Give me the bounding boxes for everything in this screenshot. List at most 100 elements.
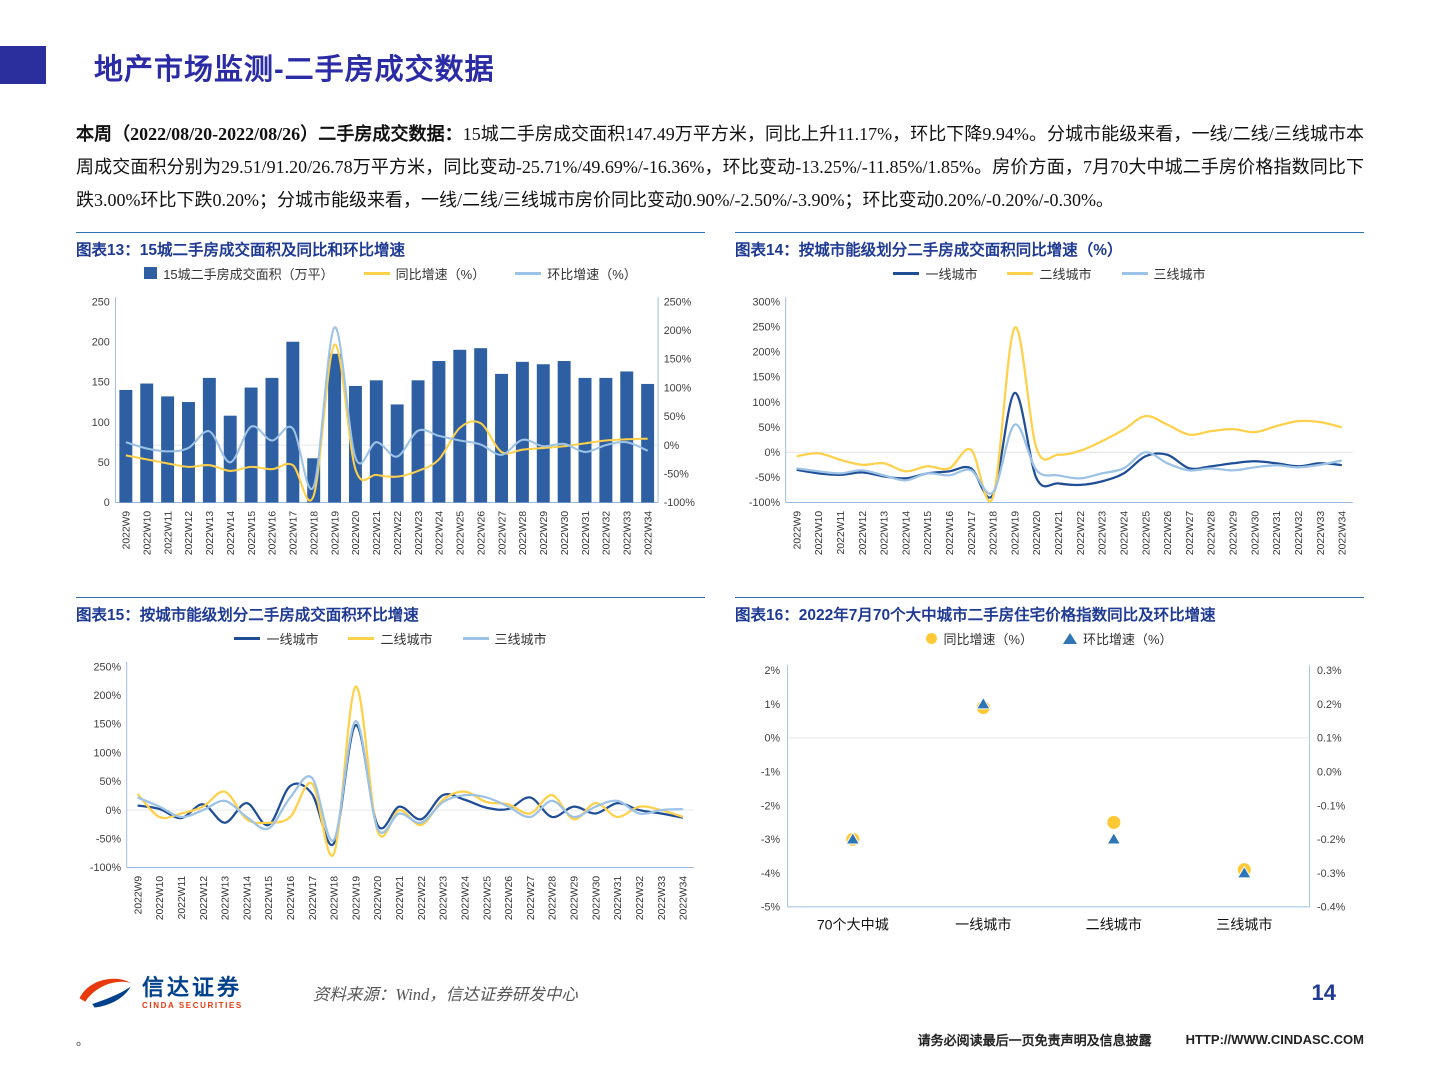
svg-text:2022W11: 2022W11 <box>836 511 847 555</box>
svg-text:2022W33: 2022W33 <box>1316 511 1327 555</box>
svg-text:50%: 50% <box>758 422 780 434</box>
legend-label: 一线城市 <box>925 266 978 282</box>
tier-line-2 <box>796 423 1343 496</box>
svg-text:二线城市: 二线城市 <box>1086 917 1142 933</box>
svg-text:150%: 150% <box>93 719 121 731</box>
svg-text:2022W15: 2022W15 <box>264 876 275 920</box>
svg-text:2022W28: 2022W28 <box>548 876 559 920</box>
legend-item: 二线城市 <box>348 629 433 648</box>
svg-text:50%: 50% <box>664 411 686 423</box>
legend-swatch <box>348 636 375 640</box>
svg-text:200%: 200% <box>664 325 692 337</box>
legend-label: 同比增速（%） <box>943 631 1033 647</box>
chart14-title: 图表14：按城市能级划分二手房成交面积同比增速（%） <box>735 242 1123 260</box>
svg-text:2022W28: 2022W28 <box>518 511 529 555</box>
growth-line-1 <box>125 326 649 491</box>
svg-text:-50%: -50% <box>755 472 781 484</box>
svg-text:2022W12: 2022W12 <box>858 511 869 555</box>
svg-text:-0.1%: -0.1% <box>1317 801 1346 813</box>
svg-text:2022W22: 2022W22 <box>1076 511 1087 555</box>
svg-text:2022W18: 2022W18 <box>330 876 341 920</box>
transaction-area-bars <box>119 341 655 503</box>
svg-text:0.0%: 0.0% <box>1317 767 1342 779</box>
chart16-title: 图表16：2022年7月70个大中城市二手房住宅价格指数同比及环比增速 <box>735 607 1216 625</box>
svg-text:2022W27: 2022W27 <box>526 876 537 920</box>
legend-swatch <box>462 636 489 640</box>
legend-label: 三线城市 <box>494 631 547 647</box>
legend-label: 环比增速（%） <box>547 266 637 282</box>
svg-text:-4%: -4% <box>761 868 781 880</box>
svg-text:200%: 200% <box>93 690 121 702</box>
svg-text:-50%: -50% <box>664 469 690 481</box>
legend-swatch <box>515 271 542 275</box>
growth-line-0 <box>125 343 648 502</box>
svg-text:-0.2%: -0.2% <box>1317 834 1346 846</box>
legend-swatch <box>926 632 938 644</box>
svg-text:200%: 200% <box>752 347 780 359</box>
legend-swatch <box>144 267 158 280</box>
chart15-canvas: -100% -50% 0% 50% 100% 150% 200% 250% 2022W9 2022… <box>90 662 694 920</box>
legend-label: 二线城市 <box>1039 266 1092 282</box>
svg-text:2022W14: 2022W14 <box>242 876 253 920</box>
company-url: HTTP://WWW.CINDASC.COM <box>1185 1032 1364 1047</box>
svg-text:三线城市: 三线城市 <box>1216 917 1272 933</box>
svg-text:2022W15: 2022W15 <box>923 511 934 555</box>
svg-text:2022W32: 2022W32 <box>602 511 613 555</box>
legend-item: 二线城市 <box>1007 264 1092 283</box>
legend-item: 一线城市 <box>893 264 977 283</box>
svg-text:2022W29: 2022W29 <box>539 511 550 555</box>
svg-text:2022W28: 2022W28 <box>1207 511 1218 555</box>
svg-text:2022W25: 2022W25 <box>1141 511 1152 555</box>
svg-text:-1%: -1% <box>761 767 781 779</box>
summary-text: 15城二手房成交面积147.49万平方米，同比上升11.17%，环比下降9.94… <box>76 124 1364 210</box>
mom-marker <box>845 832 861 845</box>
svg-text:2%: 2% <box>764 665 780 677</box>
report-body: 本周（2022/08/20-2022/08/26）二手房成交数据：15城二手房成… <box>76 124 1364 933</box>
tier-line-1 <box>796 326 1343 503</box>
source-note: 资料来源：Wind，信达证券研发中心 <box>312 985 578 1004</box>
svg-text:-2%: -2% <box>761 801 781 813</box>
legend-swatch <box>1121 271 1148 275</box>
svg-text:2022W31: 2022W31 <box>581 511 592 555</box>
svg-text:-100%: -100% <box>749 497 781 509</box>
svg-text:250%: 250% <box>664 297 692 309</box>
svg-text:100%: 100% <box>752 397 780 409</box>
svg-text:2022W29: 2022W29 <box>1229 511 1240 555</box>
chart16-canvas: -5% -4% -3% -2% -1% 0% 1% 2% -0.4% -0.3% -0.2% -0.1… <box>761 664 1346 933</box>
svg-text:2022W24: 2022W24 <box>1119 511 1130 555</box>
svg-text:0: 0 <box>104 497 110 509</box>
legend-item: 一线城市 <box>234 629 318 648</box>
legend-swatch <box>1007 271 1034 275</box>
svg-text:2022W20: 2022W20 <box>351 511 362 555</box>
page-number: 14 <box>1311 980 1336 1005</box>
svg-text:2022W17: 2022W17 <box>289 511 300 555</box>
svg-text:2022W25: 2022W25 <box>482 876 493 920</box>
svg-text:0%: 0% <box>105 805 121 817</box>
svg-text:2022W16: 2022W16 <box>945 511 956 555</box>
svg-text:2022W25: 2022W25 <box>456 511 467 555</box>
disclaimer-row: 。 请务必阅读最后一页免责声明及信息披露 HTTP://WWW.CINDASC.… <box>76 1030 1364 1049</box>
svg-text:2022W24: 2022W24 <box>435 511 446 555</box>
legend-item: 环比增速（%） <box>1063 629 1173 648</box>
footer-period: 。 <box>76 1033 90 1048</box>
svg-text:2022W13: 2022W13 <box>880 511 891 555</box>
svg-text:2022W34: 2022W34 <box>1338 511 1349 555</box>
svg-text:2022W21: 2022W21 <box>372 511 383 555</box>
legend-item: 同比增速（%） <box>926 629 1033 648</box>
svg-text:-50%: -50% <box>96 834 122 846</box>
cinda-logo: 信达证券 CINDA SECURITIES <box>76 972 243 1014</box>
svg-text:0%: 0% <box>764 733 780 745</box>
svg-text:2022W32: 2022W32 <box>635 876 646 920</box>
svg-text:2022W33: 2022W33 <box>657 876 668 920</box>
svg-text:70个大中城: 70个大中城 <box>817 917 889 933</box>
svg-text:0.1%: 0.1% <box>1317 733 1342 745</box>
svg-text:1%: 1% <box>764 699 780 711</box>
svg-text:2022W32: 2022W32 <box>1294 511 1305 555</box>
legend-item: 三线城市 <box>462 629 547 648</box>
legend-swatch <box>234 636 261 640</box>
svg-text:2022W18: 2022W18 <box>989 511 1000 555</box>
svg-text:2022W29: 2022W29 <box>570 876 581 920</box>
legend-label: 同比增速（%） <box>395 266 486 282</box>
svg-text:2022W13: 2022W13 <box>221 876 232 920</box>
yoy-marker <box>1107 816 1121 830</box>
